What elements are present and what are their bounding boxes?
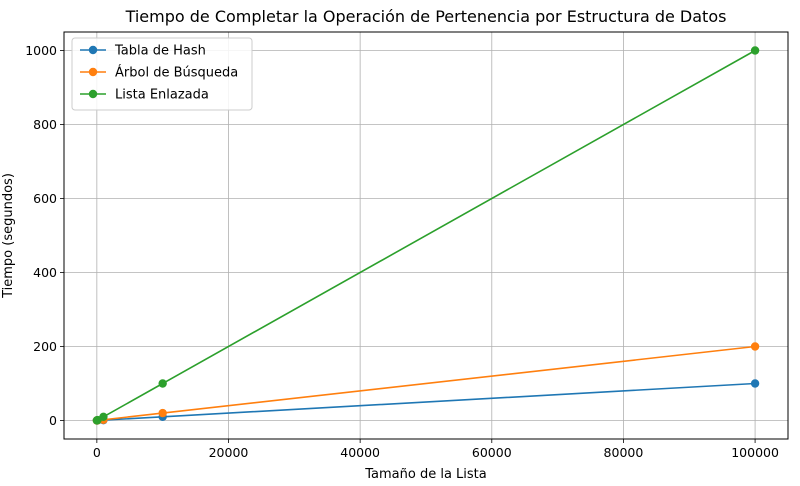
- legend-marker: [88, 45, 98, 55]
- x-tick-label: 100000: [731, 445, 779, 460]
- y-tick-label: 800: [33, 117, 57, 132]
- legend-item: Tabla de Hash: [80, 44, 206, 59]
- data-point: [99, 412, 108, 421]
- legend-label: Árbol de Búsqueda: [115, 65, 238, 81]
- y-tick-label: 400: [33, 265, 57, 280]
- x-tick-label: 0: [93, 445, 101, 460]
- data-point: [750, 46, 760, 55]
- legend-label: Tabla de Hash: [114, 44, 206, 59]
- ticks: 0 20000 40000 60000 80000 100000 0 200 400 600 800…: [25, 43, 779, 460]
- legend-item: Árbol de Búsqueda: [80, 65, 238, 81]
- legend-marker: [88, 89, 98, 99]
- x-tick-label: 40000: [340, 445, 380, 460]
- data-point: [158, 379, 167, 388]
- x-tick-label: 80000: [604, 445, 644, 460]
- plot-frame: [63, 31, 789, 440]
- x-tick-label: 60000: [472, 445, 512, 460]
- legend-box: [71, 37, 253, 111]
- y-tick-label: 200: [33, 339, 57, 354]
- y-tick-label: 600: [33, 191, 57, 206]
- series-3: [92, 46, 760, 425]
- grid: [64, 32, 788, 439]
- legend-item: Lista Enlazada: [80, 88, 209, 103]
- legend: Tabla de Hash Árbol de Búsqueda Lista Enla…: [71, 37, 253, 111]
- series-layer: [92, 46, 760, 425]
- legend-label: Lista Enlazada: [115, 88, 209, 103]
- y-tick-label: 1000: [25, 43, 57, 58]
- y-tick-label: 0: [49, 413, 57, 428]
- x-axis-label: Tamaño de la Lista: [364, 467, 487, 482]
- y-axis-label: Tiempo (segundos): [1, 173, 16, 299]
- chart-title: Tiempo de Completar la Operación de Pert…: [125, 7, 727, 26]
- legend-marker: [88, 67, 98, 77]
- data-point: [750, 342, 760, 351]
- data-point: [750, 379, 760, 388]
- data-point: [158, 408, 167, 418]
- x-tick-label: 20000: [209, 445, 249, 460]
